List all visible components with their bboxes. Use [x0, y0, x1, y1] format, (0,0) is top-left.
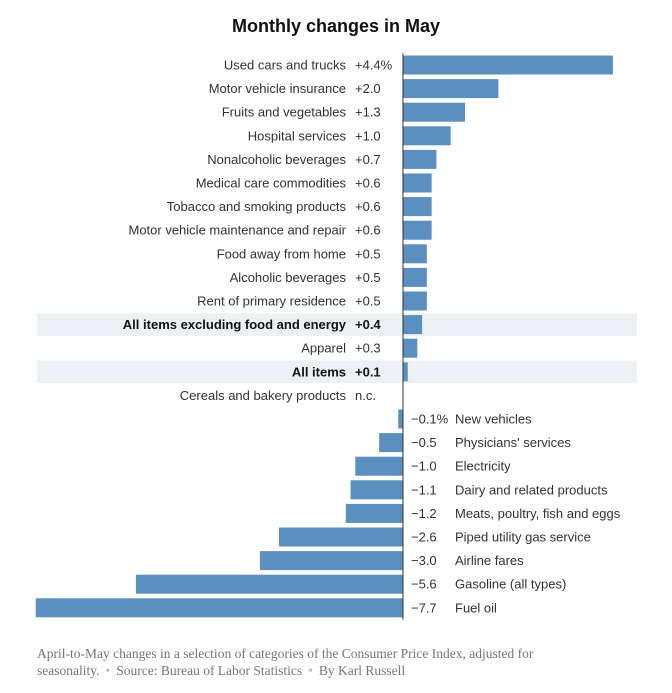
bar-motor-vehicle-insurance [403, 79, 499, 99]
value-label-motor-vehicle-insurance: +2.0 [355, 81, 381, 96]
value-label-electricity: −1.0 [411, 459, 437, 474]
footer-separator: • [105, 663, 111, 678]
value-label-rent-of-primary-residence: +0.5 [355, 294, 381, 309]
bar-fuel-oil [35, 598, 404, 618]
category-label-fruits-and-vegetables: Fruits and vegetables [222, 105, 347, 120]
category-label-piped-utility-gas-service: Piped utility gas service [455, 530, 591, 545]
value-label-alcoholic-beverages: +0.5 [355, 270, 381, 285]
category-label-motor-vehicle-maintenance-and-repair: Motor vehicle maintenance and repair [128, 223, 346, 238]
category-label-dairy-and-related-products: Dairy and related products [455, 482, 608, 497]
bar-rent-of-primary-residence [403, 291, 427, 311]
value-label-nonalcoholic-beverages: +0.7 [355, 152, 381, 167]
category-label-fuel-oil: Fuel oil [455, 600, 497, 615]
category-label-food-away-from-home: Food away from home [217, 246, 346, 261]
footer-description: April-to-May changes in a selection of c… [37, 646, 534, 678]
category-label-medical-care-commodities: Medical care commodities [196, 176, 347, 191]
value-label-gasoline-all-types: −5.6 [411, 577, 437, 592]
bar-meats-poultry-fish-and-eggs [345, 503, 403, 523]
value-label-cereals-and-bakery-products: n.c. [355, 388, 376, 403]
footer-byline: By Karl Russell [318, 663, 406, 678]
value-label-food-away-from-home: +0.5 [355, 246, 381, 261]
footer-separator: • [308, 663, 313, 678]
bar-hospital-services [403, 126, 451, 146]
bar-nonalcoholic-beverages [403, 149, 437, 169]
value-label-all-items-excluding-food-and-energy: +0.4 [355, 317, 381, 332]
category-label-all-items-excluding-food-and-energy: All items excluding food and energy [123, 317, 347, 332]
value-label-hospital-services: +1.0 [355, 128, 381, 143]
bar-used-cars-and-trucks [403, 55, 613, 75]
value-label-dairy-and-related-products: −1.1 [411, 482, 437, 497]
category-label-rent-of-primary-residence: Rent of primary residence [197, 294, 346, 309]
value-label-tobacco-and-smoking-products: +0.6 [355, 199, 381, 214]
footer-source: Source: Bureau of Labor Statistics [116, 663, 303, 678]
bar-dairy-and-related-products [350, 480, 403, 500]
category-label-used-cars-and-trucks: Used cars and trucks [224, 58, 347, 73]
value-label-fruits-and-vegetables: +1.3 [355, 105, 381, 120]
chart-title: Monthly changes in May [231, 16, 441, 36]
value-label-motor-vehicle-maintenance-and-repair: +0.6 [355, 223, 381, 238]
bar-gasoline-all-types [135, 574, 403, 594]
bar-airline-fares [259, 551, 403, 571]
category-label-physicians-services: Physicians' services [455, 435, 571, 450]
bar-new-vehicles [398, 409, 403, 429]
bar-motor-vehicle-maintenance-and-repair [403, 220, 432, 240]
bar-alcoholic-beverages [403, 267, 427, 287]
bar-food-away-from-home [403, 244, 427, 264]
bar-all-items-excluding-food-and-energy [403, 315, 423, 335]
bar-medical-care-commodities [403, 173, 432, 193]
category-label-cereals-and-bakery-products: Cereals and bakery products [180, 388, 347, 403]
category-label-meats-poultry-fish-and-eggs: Meats, poultry, fish and eggs [455, 506, 621, 521]
category-label-new-vehicles: New vehicles [455, 412, 532, 427]
value-label-piped-utility-gas-service: −2.6 [411, 530, 437, 545]
category-label-motor-vehicle-insurance: Motor vehicle insurance [209, 81, 346, 96]
value-label-medical-care-commodities: +0.6 [355, 176, 381, 191]
category-label-electricity: Electricity [455, 459, 511, 474]
bar-apparel [403, 338, 418, 358]
chart-footer: April-to-May changes in a selection of c… [37, 645, 597, 679]
bar-electricity [355, 456, 403, 476]
category-label-apparel: Apparel [301, 341, 346, 356]
category-label-alcoholic-beverages: Alcoholic beverages [230, 270, 347, 285]
value-label-meats-poultry-fish-and-eggs: −1.2 [411, 506, 437, 521]
value-label-physicians-services: −0.5 [411, 435, 437, 450]
highlight-row-all-items-excluding-food-and-energy [37, 313, 637, 336]
value-label-new-vehicles: −0.1% [411, 412, 449, 427]
category-label-hospital-services: Hospital services [248, 128, 347, 143]
category-label-gasoline-all-types: Gasoline (all types) [455, 577, 566, 592]
bar-tobacco-and-smoking-products [403, 197, 432, 217]
category-label-airline-fares: Airline fares [455, 553, 524, 568]
value-label-apparel: +0.3 [355, 341, 381, 356]
category-label-all-items: All items [292, 364, 346, 379]
value-label-used-cars-and-trucks: +4.4% [355, 58, 393, 73]
bar-all-items [403, 362, 408, 382]
bar-piped-utility-gas-service [278, 527, 403, 547]
value-label-fuel-oil: −7.7 [411, 600, 437, 615]
category-label-nonalcoholic-beverages: Nonalcoholic beverages [207, 152, 346, 167]
category-label-tobacco-and-smoking-products: Tobacco and smoking products [167, 199, 347, 214]
highlight-row-all-items [37, 360, 637, 384]
value-label-airline-fares: −3.0 [411, 553, 437, 568]
bar-fruits-and-vegetables [403, 102, 466, 122]
value-label-all-items: +0.1 [355, 364, 381, 379]
bar-physicians-services [379, 433, 403, 453]
